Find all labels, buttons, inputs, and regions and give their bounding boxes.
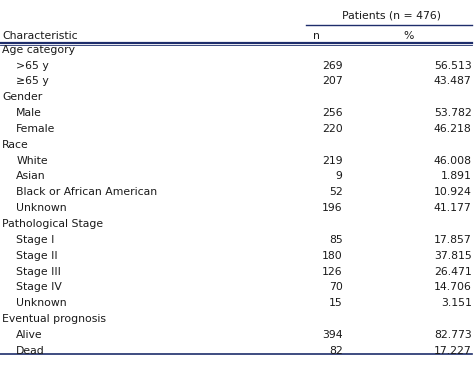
Text: 37.815: 37.815 [434, 251, 472, 261]
Text: 85: 85 [329, 235, 343, 245]
Text: 10.924: 10.924 [434, 187, 472, 197]
Text: Stage IV: Stage IV [17, 282, 62, 293]
Text: 17.227: 17.227 [434, 346, 472, 356]
Text: 1.891: 1.891 [441, 172, 472, 181]
Text: 46.008: 46.008 [434, 155, 472, 166]
Text: Dead: Dead [17, 346, 45, 356]
Text: Unknown: Unknown [17, 298, 67, 308]
Text: 53.782: 53.782 [434, 108, 472, 118]
Text: >65 y: >65 y [17, 60, 49, 71]
Text: Age category: Age category [2, 45, 75, 55]
Text: Gender: Gender [2, 92, 43, 102]
Text: Characteristic: Characteristic [2, 31, 78, 41]
Text: 82: 82 [329, 346, 343, 356]
Text: 43.487: 43.487 [434, 76, 472, 86]
Text: 14.706: 14.706 [434, 282, 472, 293]
Text: 180: 180 [322, 251, 343, 261]
Text: %: % [403, 31, 413, 41]
Text: 56.513: 56.513 [434, 60, 472, 71]
Text: 15: 15 [329, 298, 343, 308]
Text: Stage III: Stage III [17, 267, 61, 277]
Text: 9: 9 [336, 172, 343, 181]
Text: 207: 207 [322, 76, 343, 86]
Text: Pathological Stage: Pathological Stage [2, 219, 103, 229]
Text: 269: 269 [322, 60, 343, 71]
Text: 3.151: 3.151 [441, 298, 472, 308]
Text: 394: 394 [322, 330, 343, 340]
Text: 82.773: 82.773 [434, 330, 472, 340]
Text: 196: 196 [322, 203, 343, 213]
Text: 219: 219 [322, 155, 343, 166]
Text: Patients (n = 476): Patients (n = 476) [342, 10, 440, 20]
Text: Alive: Alive [17, 330, 43, 340]
Text: White: White [17, 155, 48, 166]
Text: Black or African American: Black or African American [17, 187, 157, 197]
Text: Stage I: Stage I [17, 235, 55, 245]
Text: 52: 52 [329, 187, 343, 197]
Text: Male: Male [17, 108, 42, 118]
Text: 26.471: 26.471 [434, 267, 472, 277]
Text: Female: Female [17, 124, 56, 134]
Text: Unknown: Unknown [17, 203, 67, 213]
Text: Race: Race [2, 140, 29, 150]
Text: ≥65 y: ≥65 y [17, 76, 49, 86]
Text: 70: 70 [329, 282, 343, 293]
Text: 256: 256 [322, 108, 343, 118]
Text: 46.218: 46.218 [434, 124, 472, 134]
Text: 220: 220 [322, 124, 343, 134]
Text: 17.857: 17.857 [434, 235, 472, 245]
Text: Stage II: Stage II [17, 251, 58, 261]
Text: 41.177: 41.177 [434, 203, 472, 213]
Text: Asian: Asian [17, 172, 46, 181]
Text: Eventual prognosis: Eventual prognosis [2, 314, 106, 324]
Text: n: n [313, 31, 320, 41]
Text: 126: 126 [322, 267, 343, 277]
